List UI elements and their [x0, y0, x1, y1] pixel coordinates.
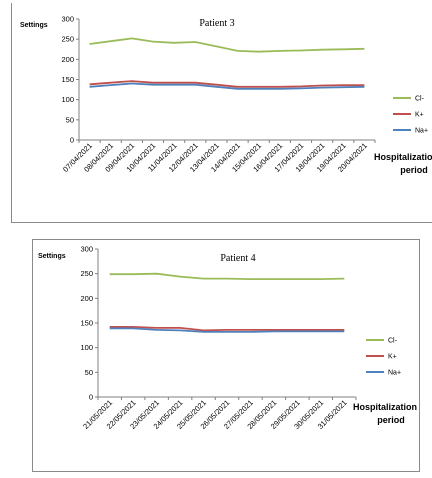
y-tick-label: 250: [61, 35, 74, 44]
y-tick-label: 0: [89, 393, 93, 402]
legend-label-na: Na+: [388, 370, 401, 377]
y-tick-label: 200: [61, 55, 74, 64]
legend-label-k: K+: [388, 354, 397, 361]
series-line-na: [89, 82, 365, 90]
series-line-cl: [89, 37, 365, 53]
legend-label-k: K+: [415, 112, 424, 119]
x-axis-title-line2: period: [377, 415, 405, 425]
chart-patient-3: Settings Patient 305010015020025030007/04…: [20, 15, 432, 176]
chart-panel-patient-4: Settings Patient 4 0 50 100 150 200 250 300 21/05…: [32, 239, 420, 472]
y-tick-label: 300: [80, 245, 93, 254]
chart-panel-patient-3: Settings Patient 3 0 50 100 150 200 250 300 07/04…: [11, 3, 432, 223]
series-line-k: [89, 80, 365, 88]
chart-title: Patient 3: [199, 18, 234, 29]
x-axis-title: Hospitalization: [353, 402, 417, 412]
chart-patient-4: Settings Patient 405010015020025030021/05…: [38, 245, 417, 431]
y-axis-label: Settings: [20, 22, 48, 29]
y-axis-label: Settings: [38, 253, 66, 260]
y-tick-label: 100: [61, 95, 74, 104]
series-line-na: [109, 327, 345, 333]
y-tick-label: 250: [80, 269, 93, 278]
legend-label-cl: Cl-: [388, 338, 398, 345]
legend-label-cl: Cl-: [415, 96, 425, 103]
y-tick-label: 300: [61, 15, 74, 24]
y-tick-label: 150: [80, 319, 93, 328]
series-line-k: [109, 326, 345, 332]
legend-label-na: Na+: [415, 128, 428, 135]
x-axis-title-line2: period: [400, 165, 428, 175]
y-tick-label: 0: [70, 136, 74, 145]
y-tick-label: 50: [66, 115, 74, 124]
series-line-cl: [109, 272, 345, 280]
x-axis-title: Hospitalization: [374, 152, 432, 162]
y-tick-label: 100: [80, 343, 93, 352]
y-tick-label: 50: [85, 368, 93, 377]
y-tick-label: 200: [80, 294, 93, 303]
chart-title: Patient 4: [220, 253, 255, 264]
y-tick-label: 150: [61, 75, 74, 84]
